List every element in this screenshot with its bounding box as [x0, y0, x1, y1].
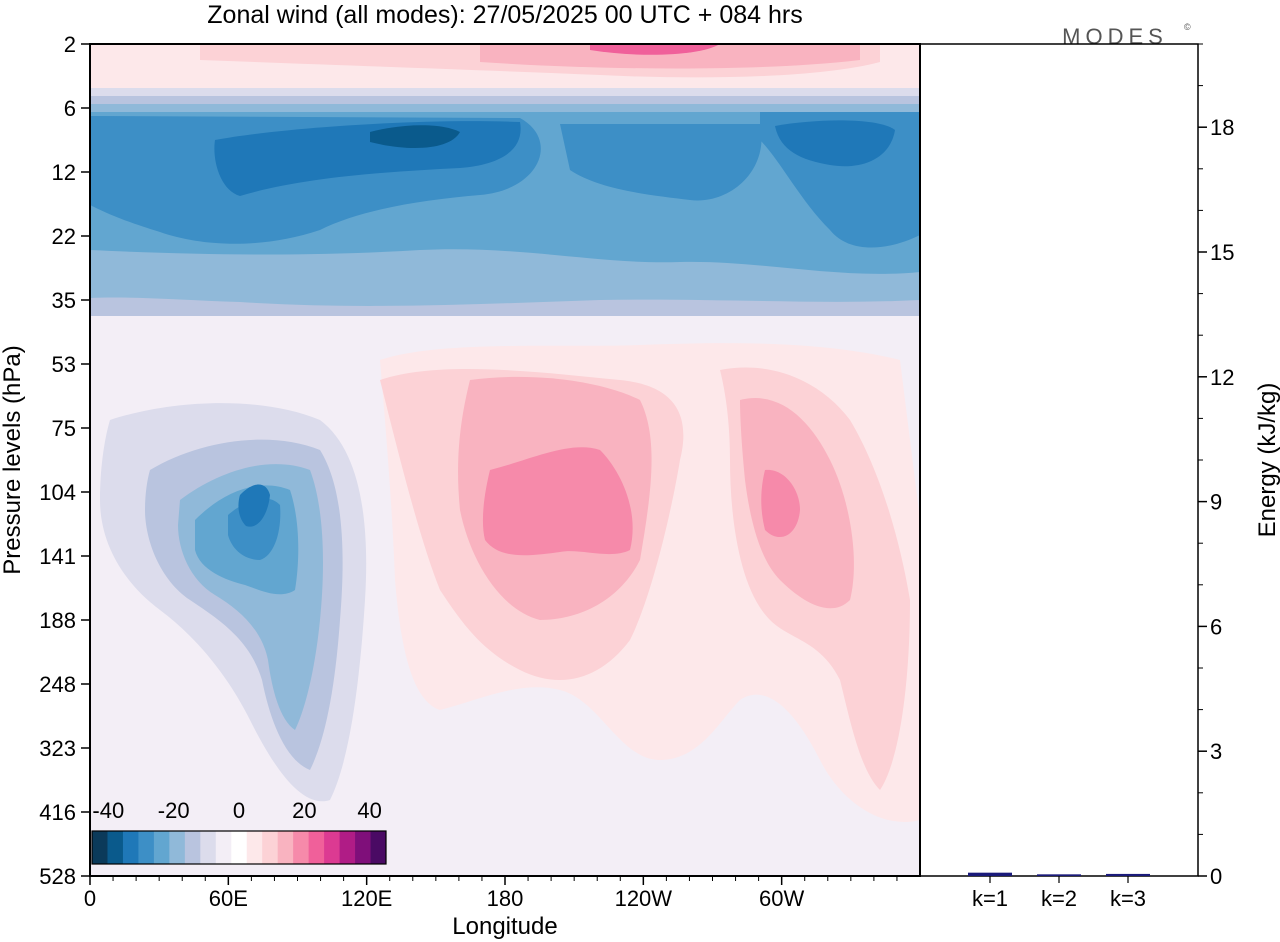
colorbar-tick-label: -40 — [92, 798, 124, 823]
y-tick-label: 6 — [64, 96, 76, 121]
energy-bar-label: k=1 — [972, 886, 1008, 911]
energy-plot-frame — [919, 43, 1199, 877]
colorbar-swatch — [277, 831, 294, 864]
colorbar-swatch — [293, 831, 310, 864]
y-tick-label: 188 — [39, 608, 76, 633]
modes-logo: MODES — [1062, 24, 1168, 49]
y-tick-label: 2 — [64, 32, 76, 57]
chart-title: Zonal wind (all modes): 27/05/2025 00 UT… — [207, 1, 802, 29]
colorbar-tick-label: 40 — [357, 798, 381, 823]
x-axis-label: Longitude — [452, 913, 557, 940]
colorbar-frame — [91, 830, 387, 865]
energy-tick-label: 15 — [1210, 240, 1234, 265]
energy-bar — [968, 872, 1012, 876]
colorbar-swatch — [308, 831, 325, 864]
x-tick-label: 180 — [487, 886, 524, 911]
colorbar-swatch — [339, 831, 356, 864]
colorbar-tick-label: 0 — [233, 798, 245, 823]
energy-bars: k=1 k=2 k=3 — [968, 872, 1150, 911]
colorbar-swatch — [355, 831, 371, 864]
negative-core-b — [560, 124, 762, 201]
energy-tick-label: 0 — [1210, 864, 1222, 889]
y-tick-label: 528 — [39, 864, 76, 889]
colorbar-swatch — [122, 831, 139, 864]
colorbar-swatch — [184, 831, 201, 864]
x-tick-label: 0 — [84, 886, 96, 911]
y-tick-label: 248 — [39, 672, 76, 697]
negative-peak — [370, 125, 460, 148]
x-tick-label: 120W — [615, 886, 673, 911]
energy-axis-label: Energy (kJ/kg) — [1254, 383, 1280, 538]
colorbar: -40 -20 0 20 40 — [91, 798, 387, 865]
colorbar-swatch — [169, 831, 186, 864]
energy-bar-label: k=2 — [1041, 886, 1077, 911]
upper-positive-peak — [590, 44, 720, 55]
energy-tick-label: 12 — [1210, 365, 1234, 390]
energy-bar — [1037, 874, 1081, 876]
upper-positive-max — [480, 44, 860, 69]
y-tick-label: 35 — [52, 288, 76, 313]
colorbar-swatch — [138, 831, 155, 864]
y-tick-label: 12 — [52, 160, 76, 185]
lower-positive-peak-a — [482, 447, 633, 556]
x-tick-label: 60W — [759, 886, 804, 911]
x-tick-label: 120E — [341, 886, 392, 911]
colorbar-swatch — [92, 831, 108, 864]
colorbar-swatch — [153, 831, 170, 864]
energy-axis: 0 3 6 9 12 15 18 — [1198, 43, 1234, 889]
y-tick-label: 53 — [52, 352, 76, 377]
energy-bar-label: k=3 — [1110, 886, 1146, 911]
lower-negative-peak — [238, 484, 270, 527]
x-tick-label: 60E — [209, 886, 248, 911]
y-axis: 2 6 12 22 35 53 75 104 141 188 248 323 416 528 — [39, 32, 90, 889]
energy-tick-label: 18 — [1210, 115, 1234, 140]
y-tick-label: 75 — [52, 416, 76, 441]
y-tick-label: 416 — [39, 800, 76, 825]
modes-logo-mark: © — [1184, 22, 1191, 32]
energy-tick-label: 6 — [1210, 614, 1222, 639]
y-tick-label: 141 — [39, 544, 76, 569]
y-tick-label: 323 — [39, 736, 76, 761]
contour-field — [90, 44, 920, 876]
energy-tick-label: 9 — [1210, 490, 1222, 515]
colorbar-swatch — [370, 831, 387, 864]
negative-max-b — [775, 120, 895, 167]
colorbar-swatch — [215, 831, 232, 864]
y-axis-label: Pressure levels (hPa) — [0, 345, 26, 574]
colorbar-swatch — [262, 831, 279, 864]
colorbar-swatch — [246, 831, 263, 864]
energy-tick-label: 3 — [1210, 739, 1222, 764]
colorbar-tick-label: -20 — [158, 798, 190, 823]
colorbar-swatch — [200, 831, 217, 864]
x-axis: 0 60E 120E 180 120W 60W — [84, 876, 898, 911]
colorbar-tick-label: 20 — [292, 798, 316, 823]
y-tick-label: 22 — [52, 224, 76, 249]
colorbar-swatch — [324, 831, 340, 864]
colorbar-swatch — [107, 831, 124, 864]
lower-positive-peak-b — [761, 469, 800, 538]
energy-bar — [1106, 873, 1150, 876]
y-tick-label: 104 — [39, 480, 76, 505]
colorbar-swatch — [231, 831, 248, 864]
